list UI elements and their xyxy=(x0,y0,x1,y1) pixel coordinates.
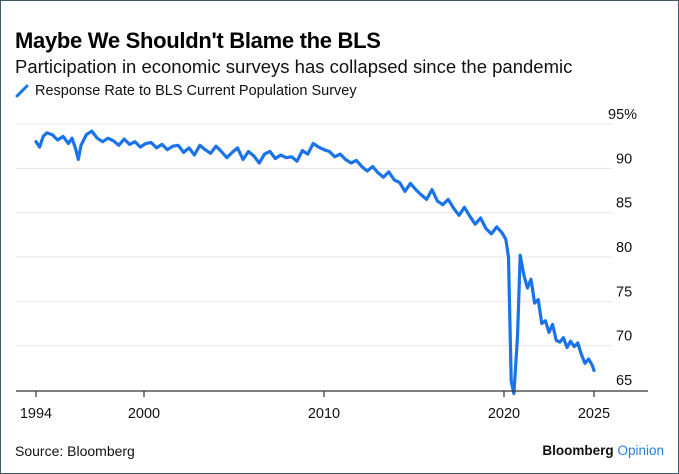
brand-name: Bloomberg xyxy=(542,443,614,458)
y-tick-label: 80 xyxy=(616,240,632,256)
legend-line-icon xyxy=(15,84,29,98)
y-tick-label: 75 xyxy=(616,284,632,300)
legend-label: Response Rate to BLS Current Population … xyxy=(35,83,357,99)
y-tick-label: 70 xyxy=(616,329,632,345)
legend: Response Rate to BLS Current Population … xyxy=(15,83,357,99)
series-line-response-rate xyxy=(34,129,596,396)
x-tick-label: 2020 xyxy=(488,406,520,422)
source-note: Source: Bloomberg xyxy=(15,443,135,459)
chart-subtitle: Participation in economic surveys has co… xyxy=(15,56,573,77)
chart-title: Maybe We Shouldn't Blame the BLS xyxy=(15,28,381,53)
y-tick-label: 95% xyxy=(608,107,637,123)
x-tick-label: 2010 xyxy=(308,406,340,422)
y-tick-label: 85 xyxy=(616,196,632,212)
x-tick-label: 2000 xyxy=(128,406,160,422)
brand-logo: Bloomberg Opinion xyxy=(542,443,664,458)
y-tick-label: 65 xyxy=(616,373,632,389)
x-tick-label: 1994 xyxy=(20,406,52,422)
y-tick-label: 90 xyxy=(616,151,632,167)
x-tick-label: 2025 xyxy=(578,406,610,422)
brand-suffix: Opinion xyxy=(617,443,664,458)
